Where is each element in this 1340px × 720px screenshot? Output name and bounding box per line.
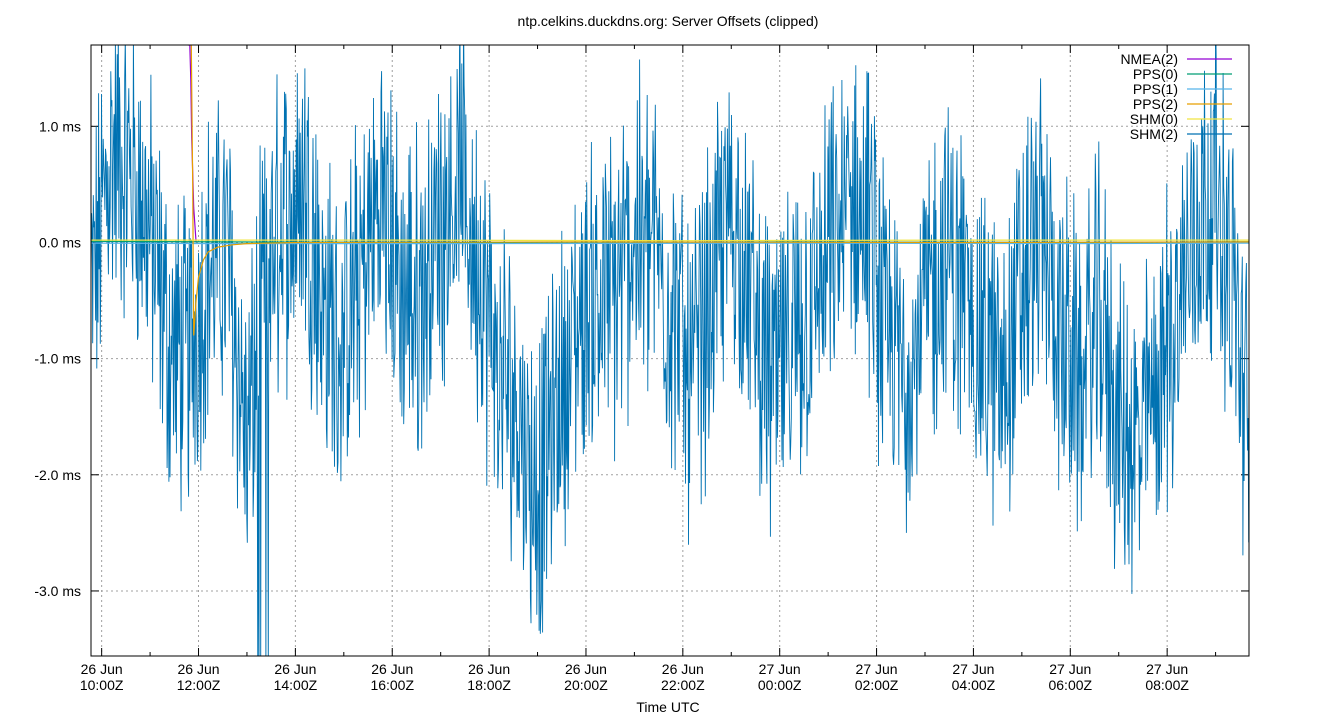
x-tick-time: 14:00Z <box>274 677 318 693</box>
x-axis-label: Time UTC <box>636 699 699 715</box>
x-tick-time: 02:00Z <box>855 677 899 693</box>
x-tick-date: 27 Jun <box>1049 661 1091 677</box>
x-tick-date: 26 Jun <box>565 661 607 677</box>
y-axis-ticks: 1.0 ms 0.0 ms -1.0 ms -2.0 ms -3.0 ms <box>34 118 1249 599</box>
x-tick-time: 20:00Z <box>564 677 608 693</box>
x-tick-date: 26 Jun <box>371 661 413 677</box>
series-lines <box>91 45 1249 656</box>
x-tick-time: 08:00Z <box>1145 677 1189 693</box>
series-shm-0 <box>91 239 1249 242</box>
series-pps-2 <box>190 45 1249 336</box>
x-tick-time: 00:00Z <box>758 677 802 693</box>
x-tick-date: 27 Jun <box>1146 661 1188 677</box>
y-tick-label: -1.0 ms <box>34 351 81 367</box>
x-tick-time: 06:00Z <box>1048 677 1092 693</box>
legend-label-shm-2: SHM(2) <box>1130 126 1178 142</box>
y-tick-label: -3.0 ms <box>34 583 81 599</box>
legend-label-nmea-2: NMEA(2) <box>1120 51 1178 67</box>
x-tick-date: 26 Jun <box>662 661 704 677</box>
x-tick-time: 10:00Z <box>80 677 124 693</box>
y-tick-label: 1.0 ms <box>39 118 81 134</box>
chart-title: ntp.celkins.duckdns.org: Server Offsets … <box>518 13 819 29</box>
x-tick-time: 04:00Z <box>952 677 996 693</box>
series-nmea-2 <box>187 45 197 243</box>
x-tick-time: 22:00Z <box>661 677 705 693</box>
legend-label-pps-0: PPS(0) <box>1133 66 1178 82</box>
x-tick-date: 26 Jun <box>468 661 510 677</box>
x-tick-date: 26 Jun <box>81 661 123 677</box>
y-tick-label: 0.0 ms <box>39 234 81 250</box>
x-tick-date: 26 Jun <box>274 661 316 677</box>
x-tick-date: 27 Jun <box>759 661 801 677</box>
series-pps-1 <box>91 242 1249 245</box>
x-tick-date: 27 Jun <box>856 661 898 677</box>
x-tick-time: 18:00Z <box>467 677 511 693</box>
plot-frame <box>90 44 1250 657</box>
legend-label-shm-0: SHM(0) <box>1130 111 1178 127</box>
x-tick-time: 12:00Z <box>177 677 221 693</box>
x-tick-time: 16:00Z <box>370 677 414 693</box>
series-shm-2 <box>91 45 1249 656</box>
x-tick-date: 26 Jun <box>177 661 219 677</box>
x-tick-date: 27 Jun <box>952 661 994 677</box>
y-tick-label: -2.0 ms <box>34 467 81 483</box>
legend: NMEA(2)PPS(0)PPS(1)PPS(2)SHM(0)SHM(2) <box>1120 51 1232 142</box>
legend-label-pps-1: PPS(1) <box>1133 81 1178 97</box>
legend-label-pps-2: PPS(2) <box>1133 96 1178 112</box>
